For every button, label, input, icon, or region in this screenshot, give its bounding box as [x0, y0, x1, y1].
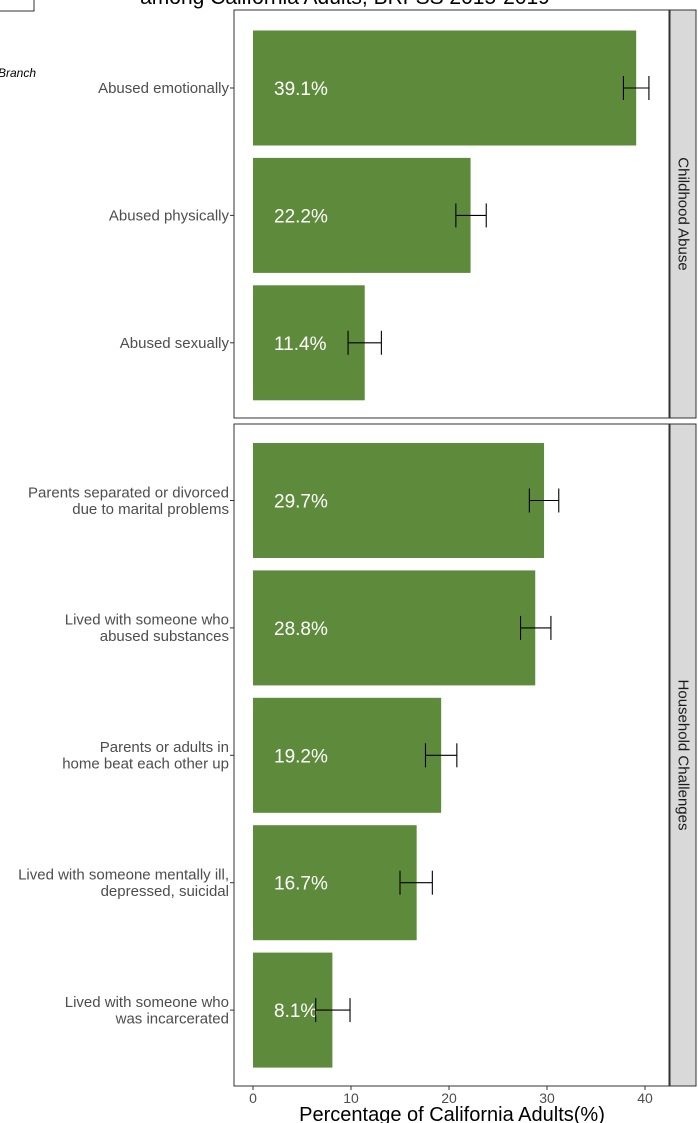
- category-label: Lived with someone who: [65, 612, 229, 629]
- bar-row: 39.1% Abused emotionally: [98, 30, 650, 146]
- x-tick-label: 20: [441, 1090, 457, 1106]
- bar-row: 11.4% Abused sexually: [120, 285, 382, 401]
- bar: [253, 443, 545, 558]
- facet-strip: [669, 9, 697, 419]
- category-label: Abused emotionally: [98, 80, 229, 97]
- bar: [253, 825, 417, 941]
- facet-strip: [669, 423, 697, 1087]
- category-label: Parents separated or divorced: [28, 484, 229, 501]
- category-label: Lived with someone mentally ill,: [18, 866, 229, 883]
- chart-title: among California Adults, BRFSS 2015-2019: [140, 0, 550, 9]
- category-label: Parents or adults in: [100, 739, 229, 756]
- category-label: Lived with someone who: [65, 994, 229, 1011]
- category-label: abused substances: [100, 628, 229, 645]
- facet-strip-label: Household Challenges: [675, 680, 692, 831]
- bar-value-label: 11.4%: [274, 334, 327, 355]
- bar: [253, 157, 471, 273]
- bar: [253, 30, 637, 146]
- panel-household-challenges: Household Challenges 29.7% Parents separat…: [18, 423, 697, 1087]
- bar-value-label: 16.7%: [274, 874, 328, 895]
- bar-value-label: 28.8%: [274, 619, 328, 640]
- branch-label: Branch: [0, 66, 36, 80]
- bar: [253, 697, 442, 813]
- category-label: due to marital problems: [72, 501, 229, 518]
- bar-value-label: 29.7%: [274, 492, 328, 513]
- bar-value-label: 8.1%: [274, 1001, 317, 1022]
- category-label: was incarcerated: [115, 1010, 229, 1027]
- x-axis: 0 10 20 30 40: [249, 1086, 653, 1106]
- bar-value-label: 39.1%: [274, 79, 328, 100]
- category-label: depressed, suicidal: [101, 883, 229, 900]
- bar: [253, 285, 365, 401]
- bar-row: 16.7% Lived with someone mentally ill,dep…: [18, 825, 433, 941]
- panel-childhood-abuse: Childhood Abuse 39.1% Abused emotionally 22…: [98, 9, 697, 419]
- bar-row: 22.2% Abused physically: [109, 157, 487, 273]
- x-tick-label: 0: [249, 1090, 257, 1106]
- x-tick-label: 40: [637, 1090, 653, 1106]
- category-label: Abused sexually: [120, 335, 230, 352]
- x-tick-label: 10: [343, 1090, 359, 1106]
- category-label: home beat each other up: [62, 756, 229, 773]
- x-axis-label: Percentage of California Adults(%): [299, 1104, 605, 1123]
- bar-value-label: 22.2%: [274, 206, 328, 227]
- bar-value-label: 19.2%: [274, 746, 328, 767]
- category-label: Abused physically: [109, 207, 230, 224]
- chart-panels: Childhood Abuse 39.1% Abused emotionally 22…: [18, 9, 697, 1087]
- bar: [253, 570, 536, 686]
- legend-box: [0, 0, 35, 12]
- x-tick-label: 30: [539, 1090, 555, 1106]
- facet-strip-label: Childhood Abuse: [675, 157, 692, 270]
